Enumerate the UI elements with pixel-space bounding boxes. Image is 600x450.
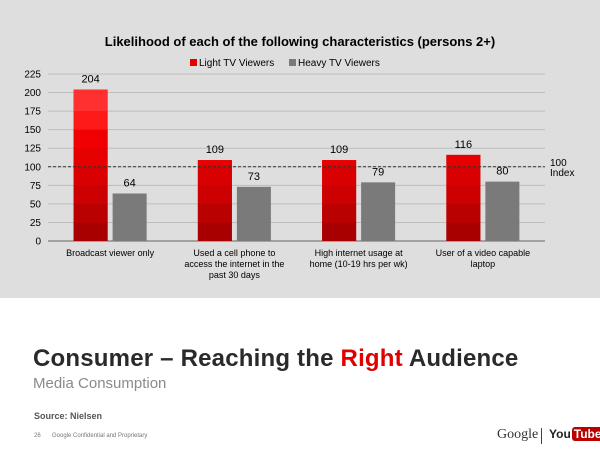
page-title: Consumer – Reaching the Right Audience	[33, 345, 518, 373]
x-tick-label: High internet usage at home (10-19 hrs p…	[309, 248, 408, 269]
y-tick-label: 175	[24, 107, 41, 118]
bar-segment	[322, 203, 357, 223]
bar-heavy-tv-viewers	[361, 182, 396, 241]
page-title-part2: Audience	[402, 345, 519, 372]
y-tick-label: 25	[30, 218, 42, 229]
y-tick-label: 125	[24, 144, 41, 155]
bar-segment	[73, 111, 108, 130]
reference-line-label: Index	[550, 168, 574, 179]
bar-segment	[73, 92, 108, 112]
youtube-logo: You Tube	[549, 427, 600, 441]
youtube-logo-tube: Tube	[571, 427, 600, 441]
bar-segment	[446, 185, 481, 204]
bar-segment	[446, 154, 481, 167]
bar-segment	[73, 89, 108, 93]
bar-heavy-tv-viewers	[112, 193, 147, 241]
bar-segment	[446, 203, 481, 223]
reference-line-label: 100	[550, 158, 567, 169]
chart: Likelihood of each of the following char…	[24, 34, 574, 248]
bar-segment	[197, 166, 232, 186]
bar-segment	[446, 166, 481, 186]
bar-segment	[197, 160, 232, 167]
x-tick-label: Used a cell phone to access the internet…	[184, 248, 285, 280]
data-label: 73	[248, 171, 260, 183]
data-label: 116	[455, 139, 473, 151]
page-number: 26	[34, 433, 41, 439]
confidential-notice: Google Confidential and Proprietary	[52, 433, 148, 439]
bar-segment	[197, 185, 232, 204]
data-label: 80	[496, 166, 508, 178]
x-tick-label: User of a video capable laptop	[435, 248, 531, 269]
y-tick-label: 225	[24, 70, 41, 81]
bar-segment	[197, 222, 232, 241]
legend-swatch	[190, 59, 197, 66]
data-label: 109	[330, 144, 348, 156]
bar-segment	[73, 203, 108, 223]
bar-heavy-tv-viewers	[485, 181, 520, 241]
bar-segment	[197, 203, 232, 223]
bar-segment	[73, 148, 108, 167]
data-label: 64	[124, 177, 136, 189]
google-logo: Google	[497, 427, 539, 442]
source-note: Source: Nielsen	[34, 411, 103, 421]
youtube-logo-you: You	[549, 427, 571, 441]
y-tick-label: 100	[24, 162, 41, 173]
bar-segment	[73, 222, 108, 241]
data-label: 109	[206, 144, 224, 156]
bar-segment	[322, 166, 357, 186]
y-tick-label: 200	[24, 88, 41, 99]
bar-segment	[322, 222, 357, 241]
bar-segment	[73, 166, 108, 186]
page-title-part1: Consumer – Reaching the	[33, 345, 341, 372]
x-tick-label: Broadcast viewer only	[66, 248, 155, 258]
y-tick-label: 0	[35, 237, 41, 248]
bar-segment	[322, 160, 357, 167]
chart-title: Likelihood of each of the following char…	[105, 34, 495, 49]
bar-segment	[73, 185, 108, 204]
logo-divider	[541, 428, 542, 444]
bar-segment	[73, 129, 108, 149]
bar-segment	[446, 222, 481, 241]
chart-panel: Likelihood of each of the following char…	[0, 0, 600, 298]
data-label: 79	[372, 166, 384, 178]
bar-segment	[322, 185, 357, 204]
data-label: 204	[81, 74, 99, 86]
legend-swatch	[289, 59, 296, 66]
page-subtitle: Media Consumption	[33, 375, 167, 392]
y-tick-label: 150	[24, 125, 41, 136]
y-tick-label: 50	[30, 199, 42, 210]
page-title-accent: Right	[340, 345, 403, 372]
legend-label: Light TV Viewers	[199, 58, 274, 69]
legend-label: Heavy TV Viewers	[298, 58, 380, 69]
y-tick-label: 75	[30, 181, 42, 192]
title-block: Consumer – Reaching the Right Audience M…	[33, 345, 518, 392]
bar-heavy-tv-viewers	[236, 186, 271, 241]
